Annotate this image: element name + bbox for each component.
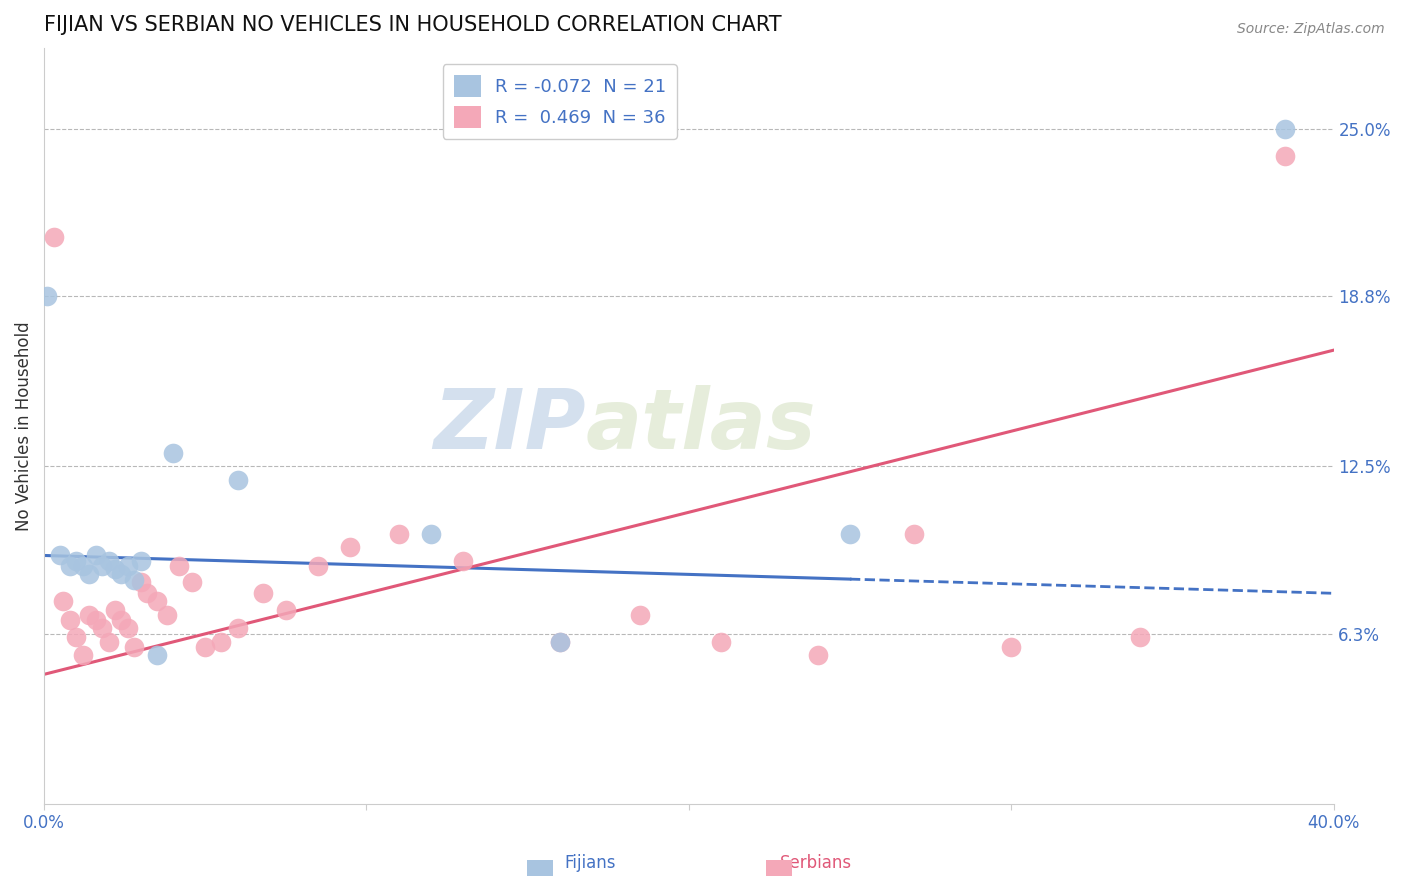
Point [1000, 640, 1022, 655]
Point [274, 602, 297, 616]
Point [117, 559, 139, 574]
Point [42, 229, 65, 244]
Point [548, 635, 571, 649]
Point [307, 559, 329, 574]
Point [548, 635, 571, 649]
Point [129, 575, 152, 590]
Point [226, 473, 249, 487]
Y-axis label: No Vehicles in Household: No Vehicles in Household [15, 321, 32, 531]
Point [194, 640, 217, 655]
Point [59, 559, 82, 574]
Point [630, 607, 652, 622]
Point [91, 559, 114, 574]
Point [37, 289, 59, 303]
Point [104, 602, 127, 616]
Point [77, 607, 100, 622]
Text: Source: ZipAtlas.com: Source: ZipAtlas.com [1237, 22, 1385, 37]
Point [1129, 630, 1152, 644]
Text: atlas: atlas [586, 385, 817, 467]
Point [209, 635, 232, 649]
Text: ZIP: ZIP [433, 385, 586, 467]
Point [110, 613, 132, 627]
Point [91, 621, 114, 635]
Point [124, 573, 146, 587]
Point [451, 554, 474, 568]
Point [807, 648, 830, 663]
Point [155, 607, 177, 622]
Point [84, 549, 107, 563]
Point [710, 635, 733, 649]
Point [110, 567, 132, 582]
Point [72, 648, 94, 663]
Point [65, 630, 87, 644]
Point [136, 586, 159, 600]
Point [77, 567, 100, 582]
Point [65, 554, 87, 568]
Point [169, 559, 191, 574]
Point [839, 527, 862, 541]
Point [52, 594, 75, 608]
Point [226, 621, 249, 635]
Point [252, 586, 274, 600]
Point [162, 446, 184, 460]
Point [146, 594, 169, 608]
Point [59, 613, 82, 627]
Point [1274, 149, 1296, 163]
Point [419, 527, 441, 541]
Point [129, 554, 152, 568]
Point [104, 562, 127, 576]
Point [903, 527, 925, 541]
Point [97, 635, 120, 649]
Point [97, 554, 120, 568]
Point [339, 541, 361, 555]
Point [388, 527, 411, 541]
Point [49, 549, 72, 563]
Text: Fijians: Fijians [565, 855, 616, 872]
Point [1274, 121, 1296, 136]
Point [181, 575, 204, 590]
Text: FIJIAN VS SERBIAN NO VEHICLES IN HOUSEHOLD CORRELATION CHART: FIJIAN VS SERBIAN NO VEHICLES IN HOUSEHO… [44, 15, 782, 35]
Point [146, 648, 169, 663]
Point [84, 613, 107, 627]
Point [117, 621, 139, 635]
Legend: R = -0.072  N = 21, R =  0.469  N = 36: R = -0.072 N = 21, R = 0.469 N = 36 [443, 64, 678, 139]
Point [72, 559, 94, 574]
Point [124, 640, 146, 655]
Text: Serbians: Serbians [779, 855, 852, 872]
